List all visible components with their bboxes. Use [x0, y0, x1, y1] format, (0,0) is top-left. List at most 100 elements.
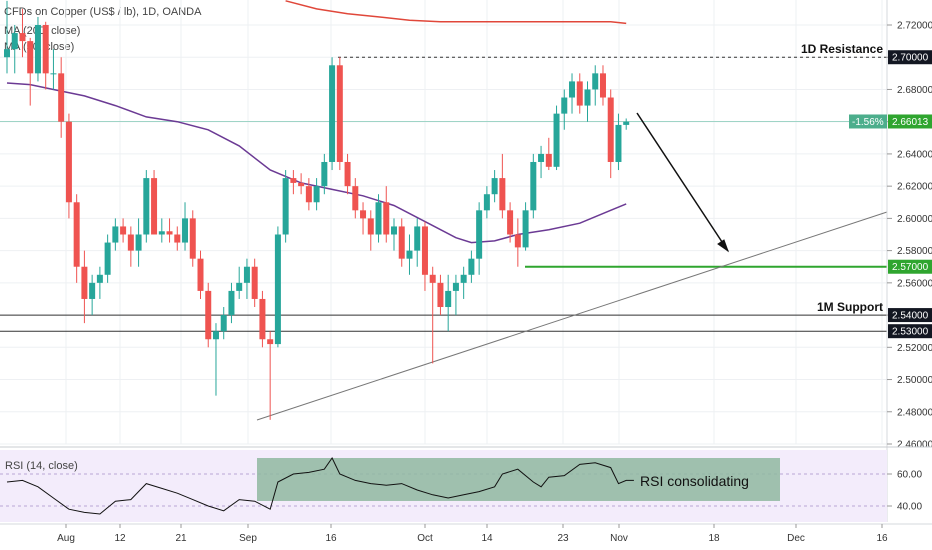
candle-body[interactable] — [305, 186, 312, 203]
candle-body[interactable] — [592, 73, 599, 90]
candle-body[interactable] — [321, 161, 328, 187]
candle-body[interactable] — [360, 210, 367, 219]
candle-body[interactable] — [336, 65, 343, 162]
time-tick-label: 23 — [557, 533, 569, 544]
candle-body[interactable] — [212, 331, 219, 340]
candle-body[interactable] — [189, 218, 196, 259]
candle-body[interactable] — [96, 274, 103, 283]
candle-body[interactable] — [367, 218, 374, 235]
time-tick-label: Dec — [787, 533, 805, 544]
price-tick-label: 2.58000 — [897, 246, 932, 257]
candle-body[interactable] — [298, 182, 305, 187]
candle-body[interactable] — [182, 218, 189, 243]
price-label-box — [888, 50, 932, 65]
candle-body[interactable] — [391, 226, 397, 235]
time-tick-label: 18 — [708, 533, 720, 544]
candle-body[interactable] — [50, 73, 57, 75]
candle-body[interactable] — [507, 210, 514, 235]
candle-body[interactable] — [27, 41, 34, 74]
candle-body[interactable] — [251, 266, 258, 299]
candle-body[interactable] — [220, 315, 227, 332]
candle-body[interactable] — [545, 153, 552, 167]
price-tick-label: 2.64000 — [897, 149, 932, 160]
price-label-text: 2.54000 — [892, 311, 929, 322]
candle-body[interactable] — [538, 153, 545, 162]
candle-body[interactable] — [127, 234, 134, 251]
candle-body[interactable] — [329, 65, 336, 162]
time-tick-label: 16 — [876, 533, 888, 544]
time-tick-label: 12 — [114, 533, 126, 544]
candle-body[interactable] — [623, 121, 630, 125]
chart-title: CFDs on Copper (US$ / lb), 1D, OANDA — [4, 6, 202, 18]
candle-body[interactable] — [414, 226, 421, 251]
candle-body[interactable] — [499, 178, 506, 211]
candle-body[interactable] — [514, 234, 521, 248]
candle-body[interactable] — [599, 73, 606, 98]
candle-body[interactable] — [491, 178, 498, 195]
candle-body[interactable] — [81, 266, 88, 299]
candle-body[interactable] — [607, 97, 614, 162]
candle-body[interactable] — [429, 274, 436, 283]
candle-body[interactable] — [483, 194, 490, 211]
candle-body[interactable] — [383, 202, 390, 235]
candle-body[interactable] — [259, 298, 266, 340]
candle-body[interactable] — [151, 178, 158, 235]
candle-body[interactable] — [34, 25, 41, 74]
candle-body[interactable] — [143, 178, 150, 235]
forecast-arrow-head — [717, 239, 730, 253]
candle-body[interactable] — [236, 282, 243, 291]
candle-body[interactable] — [120, 226, 127, 235]
candle-body[interactable] — [476, 210, 483, 259]
candle-body[interactable] — [344, 161, 351, 187]
price-label-text: 2.70000 — [892, 53, 929, 64]
candle-body[interactable] — [104, 242, 111, 275]
candle-body[interactable] — [569, 81, 576, 98]
candle-body[interactable] — [267, 339, 274, 345]
candle-body[interactable] — [352, 186, 359, 211]
candle-body[interactable] — [58, 73, 65, 122]
change-badge — [849, 114, 887, 129]
candle-body[interactable] — [437, 282, 444, 308]
candle-body[interactable] — [421, 226, 428, 275]
candle-body[interactable] — [205, 290, 212, 340]
candle-body[interactable] — [615, 124, 622, 162]
candle-body[interactable] — [290, 178, 297, 183]
candle-body[interactable] — [166, 231, 173, 235]
candle-body[interactable] — [228, 290, 235, 316]
candle-body[interactable] — [42, 25, 49, 74]
candle-body[interactable] — [197, 258, 204, 291]
candle-body[interactable] — [375, 202, 382, 235]
candle-body[interactable] — [73, 202, 80, 267]
candle-body[interactable] — [530, 161, 537, 211]
time-tick-label: 16 — [325, 533, 337, 544]
candle-body[interactable] — [522, 210, 529, 248]
candle-body[interactable] — [584, 89, 591, 106]
candle-body[interactable] — [243, 266, 250, 283]
candle-body[interactable] — [174, 234, 181, 243]
candle-body[interactable] — [576, 81, 583, 106]
candle-body[interactable] — [158, 231, 165, 235]
candle-body[interactable] — [112, 226, 119, 243]
candle-body[interactable] — [135, 234, 142, 251]
rsi-tick-label: 40.00 — [897, 502, 922, 513]
candle-body[interactable] — [452, 282, 459, 291]
candle-body[interactable] — [4, 49, 10, 58]
candle-body[interactable] — [561, 97, 568, 114]
candle-body[interactable] — [313, 186, 320, 203]
candle-body[interactable] — [274, 234, 281, 345]
candle-body[interactable] — [282, 178, 289, 235]
change-badge-text: -1.56% — [852, 117, 884, 128]
candle-body[interactable] — [65, 121, 72, 203]
candle-body[interactable] — [406, 250, 413, 259]
candle-body[interactable] — [445, 290, 452, 308]
candle-body[interactable] — [11, 33, 18, 50]
time-tick-label: Oct — [417, 533, 433, 544]
candle-body[interactable] — [89, 282, 96, 299]
candle-body[interactable] — [19, 33, 26, 42]
candle-body[interactable] — [468, 258, 475, 275]
candle-body[interactable] — [553, 113, 560, 167]
candle-body[interactable] — [460, 274, 467, 283]
time-tick-label: Nov — [610, 533, 628, 544]
candle-body[interactable] — [398, 226, 405, 259]
